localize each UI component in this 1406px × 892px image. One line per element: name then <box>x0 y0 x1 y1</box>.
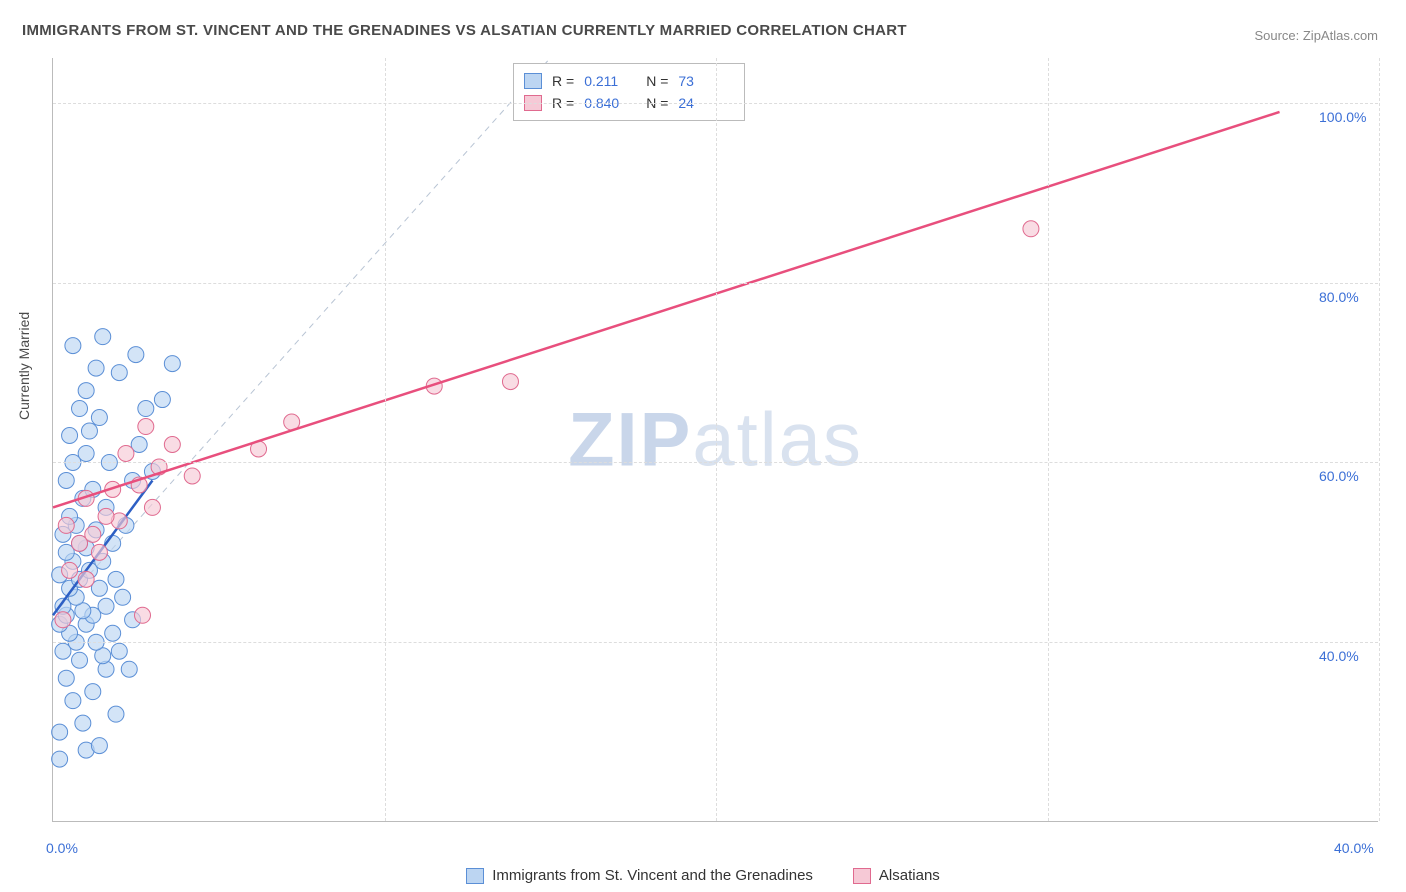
scatter-point <box>72 652 88 668</box>
scatter-point <box>184 468 200 484</box>
scatter-point <box>62 562 78 578</box>
series-legend: Immigrants from St. Vincent and the Gren… <box>0 867 1406 884</box>
scatter-point <box>85 684 101 700</box>
scatter-point <box>52 724 68 740</box>
scatter-point <box>135 607 151 623</box>
chart-title: IMMIGRANTS FROM ST. VINCENT AND THE GREN… <box>22 22 907 39</box>
scatter-point <box>91 544 107 560</box>
legend-r-label: R = <box>552 73 574 89</box>
scatter-point <box>115 589 131 605</box>
scatter-point <box>91 738 107 754</box>
scatter-point <box>58 670 74 686</box>
scatter-point <box>95 329 111 345</box>
scatter-point <box>108 706 124 722</box>
scatter-point <box>128 347 144 363</box>
scatter-point <box>78 571 94 587</box>
scatter-point <box>78 383 94 399</box>
scatter-point <box>138 401 154 417</box>
legend-series-label: Alsatians <box>879 867 940 884</box>
scatter-point <box>108 571 124 587</box>
legend-n-label: N = <box>646 73 668 89</box>
legend-series-label: Immigrants from St. Vincent and the Gren… <box>492 867 813 884</box>
scatter-point <box>121 661 137 677</box>
gridline-vertical <box>1379 58 1380 821</box>
scatter-point <box>98 598 114 614</box>
legend-bottom-item: Immigrants from St. Vincent and the Gren… <box>466 867 813 884</box>
scatter-point <box>91 410 107 426</box>
scatter-point <box>144 499 160 515</box>
scatter-point <box>502 374 518 390</box>
gridline-vertical <box>385 58 386 821</box>
legend-swatch <box>853 868 871 884</box>
scatter-point <box>164 356 180 372</box>
scatter-point <box>78 445 94 461</box>
scatter-point <box>72 401 88 417</box>
scatter-point <box>154 392 170 408</box>
y-tick-label: 40.0% <box>1319 648 1359 664</box>
scatter-point <box>88 360 104 376</box>
x-tick-label: 40.0% <box>1334 840 1374 856</box>
scatter-point <box>85 526 101 542</box>
x-tick-label: 0.0% <box>46 840 78 856</box>
scatter-point <box>55 612 71 628</box>
scatter-point <box>62 428 78 444</box>
scatter-point <box>65 693 81 709</box>
scatter-point <box>111 643 127 659</box>
scatter-point <box>98 508 114 524</box>
legend-swatch <box>524 73 542 89</box>
scatter-point <box>1023 221 1039 237</box>
scatter-point <box>105 625 121 641</box>
legend-top-row: R = 0.211 N = 73 <box>524 70 730 92</box>
legend-r-value: 0.211 <box>584 73 636 89</box>
scatter-point <box>52 751 68 767</box>
scatter-point <box>164 436 180 452</box>
chart-plot-area: ZIPatlas R =0.211N =73R =0.840N =24 40.0… <box>52 58 1378 822</box>
legend-swatch <box>466 868 484 884</box>
legend-n-value: 73 <box>678 73 730 89</box>
scatter-point <box>111 365 127 381</box>
scatter-point <box>118 445 134 461</box>
legend-bottom-item: Alsatians <box>853 867 940 884</box>
scatter-point <box>138 419 154 435</box>
scatter-point <box>81 423 97 439</box>
correlation-legend: R =0.211N =73R =0.840N =24 <box>513 63 745 121</box>
source-attribution: Source: ZipAtlas.com <box>1254 28 1378 43</box>
gridline-vertical <box>1048 58 1049 821</box>
y-tick-label: 80.0% <box>1319 289 1359 305</box>
scatter-point <box>75 715 91 731</box>
regression-line <box>53 112 1280 507</box>
scatter-point <box>58 517 74 533</box>
scatter-point <box>58 472 74 488</box>
y-axis-label: Currently Married <box>16 312 32 420</box>
scatter-point <box>65 338 81 354</box>
y-tick-label: 100.0% <box>1319 109 1366 125</box>
y-tick-label: 60.0% <box>1319 468 1359 484</box>
gridline-vertical <box>716 58 717 821</box>
